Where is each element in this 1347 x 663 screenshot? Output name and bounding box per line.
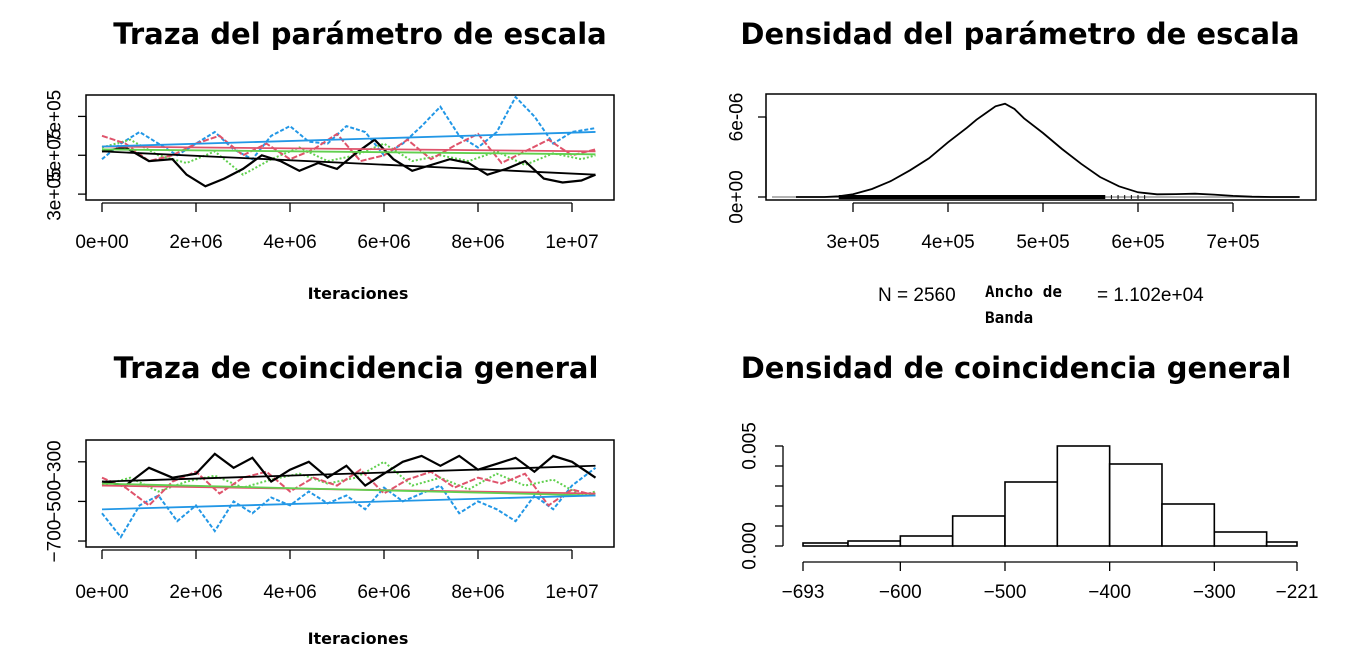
xlabel-trace-scale: Iteraciones xyxy=(308,284,409,303)
histogram-bar xyxy=(899,535,954,547)
histogram-bar xyxy=(1213,531,1268,547)
x-tick-label: 1e+07 xyxy=(545,232,598,253)
trace-line-blue xyxy=(101,467,597,539)
trace-line-black xyxy=(101,138,596,188)
y-tick-label: 3e+05 xyxy=(45,167,66,220)
title-trace-scale: Traza del parámetro de escala xyxy=(113,17,606,51)
trend-line-green xyxy=(101,148,596,156)
panel-trace-scale: Traza del parámetro de escala 0e+00 2e+06… xyxy=(45,17,615,303)
y-tick-label: −300 xyxy=(45,440,66,483)
title-density-scale: Densidad del parámetro de escala xyxy=(740,17,1299,51)
trace-line-black xyxy=(101,452,597,488)
plot-area-trace-scale: 0e+00 2e+06 4e+06 6e+06 8e+06 1e+07 3e+055e+05… xyxy=(45,90,599,253)
x-tick-label: 5e+05 xyxy=(1016,232,1069,253)
bandwidth-label-line-2: Banda xyxy=(985,308,1033,327)
trace-line-blue xyxy=(101,95,596,161)
x-tick-label: −693 xyxy=(782,582,825,603)
x-tick-label: 8e+06 xyxy=(451,582,504,603)
xlabel-trace-match: Iteraciones xyxy=(308,629,409,648)
x-tick-label: 6e+06 xyxy=(357,582,410,603)
x-tick-label: 0e+00 xyxy=(75,232,128,253)
y-tick-label: −700 xyxy=(45,520,66,563)
trend-line-green xyxy=(101,482,596,497)
plot-area-density-match: −693 −600 −500 −400 −300 −221 0.000 0.005 xyxy=(740,422,1319,603)
x-tick-label: −500 xyxy=(984,582,1027,603)
x-tick-label: 4e+06 xyxy=(263,582,316,603)
bandwidth-value: = 1.102e+04 xyxy=(1097,285,1204,306)
x-tick-label: 2e+06 xyxy=(169,232,222,253)
x-tick-label: 6e+05 xyxy=(1111,232,1164,253)
title-trace-match: Traza de coincidencia general xyxy=(114,351,599,385)
histogram-bar xyxy=(847,540,902,547)
panel-trace-match: Traza de coincidencia general 0e+00 2e+06… xyxy=(45,351,615,648)
x-tick-label: 8e+06 xyxy=(451,232,504,253)
x-tick-label: −400 xyxy=(1088,582,1131,603)
x-tick-label: −600 xyxy=(879,582,922,603)
panel-density-scale: Densidad del parámetro de escala 3e+05 4e… xyxy=(727,17,1317,327)
x-tick-label: 2e+06 xyxy=(169,582,222,603)
y-tick-label: 0e+00 xyxy=(727,170,748,223)
histogram-bar xyxy=(1056,445,1111,547)
trend-line-blue xyxy=(101,494,596,511)
y-tick-label: 5e+05 xyxy=(45,129,66,182)
histogram-bar xyxy=(951,515,1006,547)
panel-density-match: Densidad de coincidencia general −693 −60… xyxy=(740,351,1319,603)
x-tick-label: 3e+05 xyxy=(826,232,879,253)
y-tick-label: 0.000 xyxy=(740,522,761,570)
x-tick-label: 7e+05 xyxy=(1206,232,1259,253)
histogram-bar xyxy=(802,542,849,547)
histogram-bar xyxy=(1161,503,1216,547)
x-tick-label: −221 xyxy=(1276,582,1319,603)
y-tick-label: −500 xyxy=(45,480,66,523)
x-tick-label: 6e+06 xyxy=(357,232,410,253)
density-curve xyxy=(796,102,1300,198)
trend-line-black xyxy=(101,464,596,483)
histogram-bar xyxy=(1108,463,1163,547)
plot-area-density-scale: 3e+05 4e+05 5e+05 6e+05 7e+05 0e+00 6e-06 xyxy=(727,93,1300,253)
plot-area-trace-match: 0e+00 2e+06 4e+06 6e+06 8e+06 1e+07 −700−500−3… xyxy=(45,440,599,603)
histogram-bar xyxy=(1265,541,1298,547)
x-tick-label: 0e+00 xyxy=(75,582,128,603)
x-tick-label: 1e+07 xyxy=(545,582,598,603)
y-tick-label: 0.005 xyxy=(740,422,761,470)
x-tick-label: 4e+05 xyxy=(921,232,974,253)
y-tick-label: 6e-06 xyxy=(727,93,748,142)
n-label: N = 2560 xyxy=(878,285,956,306)
x-tick-label: 4e+06 xyxy=(263,232,316,253)
trend-line-red xyxy=(101,145,596,153)
bandwidth-label-line-1: Ancho de xyxy=(985,282,1062,301)
plot-box-density-scale xyxy=(765,93,1317,201)
title-density-match: Densidad de coincidencia general xyxy=(741,351,1292,385)
histogram-bar xyxy=(1004,481,1059,547)
trend-line-blue xyxy=(101,131,596,148)
trend-line-black xyxy=(101,150,596,176)
y-tick-label: 7e+05 xyxy=(45,90,66,143)
x-tick-label: −300 xyxy=(1193,582,1236,603)
